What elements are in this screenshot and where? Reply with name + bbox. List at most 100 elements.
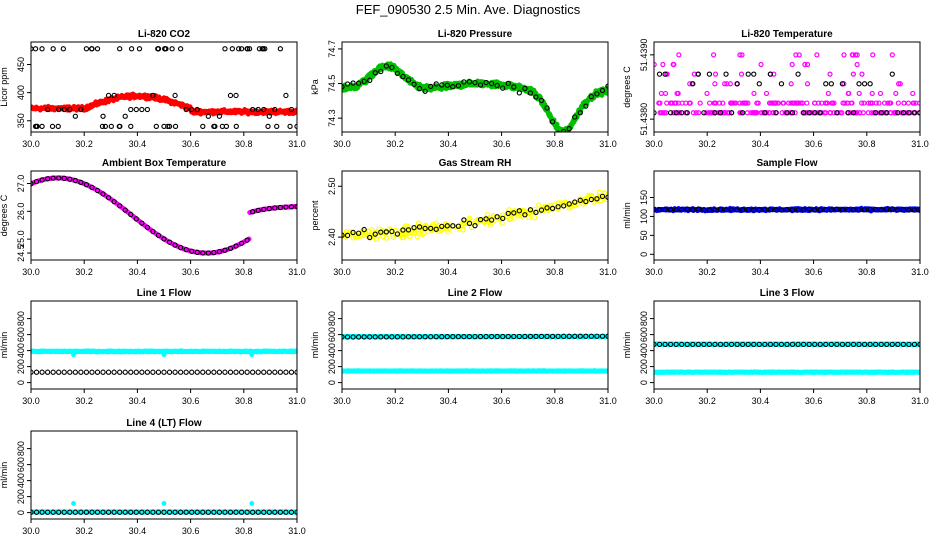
panel-title: Sample Flow [756, 158, 817, 169]
data-point [227, 369, 234, 375]
data-point [804, 100, 810, 106]
panel-title: Li-820 CO2 [138, 29, 191, 40]
data-point [344, 81, 351, 87]
data-point [733, 100, 739, 106]
y-axis-label: degrees C [622, 66, 632, 108]
data-point [684, 110, 690, 116]
y-axis-label: ml/min [310, 332, 320, 359]
data-point [128, 211, 134, 218]
data-point [367, 77, 373, 83]
data-point [150, 228, 156, 235]
data-point [244, 369, 250, 375]
data-point [572, 203, 578, 209]
series-continuous [31, 91, 297, 117]
data-point [723, 71, 729, 77]
x-tick-label: 31.0 [288, 396, 306, 406]
x-tick-label: 30.4 [752, 267, 770, 277]
data-point [94, 369, 101, 375]
data-point [367, 234, 373, 241]
data-point [472, 223, 478, 229]
data-point [100, 369, 106, 375]
data-point [277, 204, 284, 211]
data-point [788, 100, 794, 106]
data-point [94, 46, 101, 52]
data-point [161, 236, 167, 242]
data-point [772, 100, 778, 106]
data-point [796, 52, 802, 58]
data-point [795, 71, 801, 77]
data-point [194, 249, 200, 255]
plot-frame [30, 300, 298, 390]
data-point [906, 207, 912, 213]
data-point [871, 110, 877, 116]
data-point [745, 206, 751, 213]
data-point [283, 369, 289, 375]
y-tick-label: 400 [16, 85, 26, 100]
data-point [523, 209, 529, 215]
data-point [895, 110, 901, 116]
data-point [865, 110, 871, 116]
x-tick-label: 30.2 [386, 139, 404, 149]
data-point [841, 52, 847, 58]
data-point [594, 91, 600, 97]
data-point [656, 71, 663, 77]
x-tick-label: 31.0 [599, 396, 617, 406]
plot-frame [341, 300, 609, 390]
data-point [690, 81, 696, 87]
data-point [806, 206, 812, 212]
y-tick-label: 24.5 [16, 244, 26, 262]
data-point [884, 110, 890, 116]
y-tick-label: 400 [16, 343, 26, 358]
data-point [667, 207, 674, 213]
data-point [657, 100, 663, 106]
data-point [355, 230, 362, 236]
data-point [288, 106, 295, 113]
data-point [901, 100, 907, 106]
data-point [88, 46, 95, 52]
data-point [549, 205, 556, 212]
data-point [422, 225, 428, 232]
data-point [878, 207, 884, 213]
x-tick-label: 30.0 [22, 267, 40, 277]
data-point [657, 110, 663, 116]
data-point [662, 90, 669, 97]
data-point [690, 110, 696, 116]
data-point [782, 110, 788, 116]
panel-title: Gas Stream RH [439, 158, 512, 169]
data-point [422, 88, 428, 94]
data-point [775, 100, 781, 106]
y-tick-label: 800 [16, 311, 26, 326]
data-point [583, 103, 589, 109]
y-tick-label: 74.7 [327, 40, 337, 58]
data-point [538, 97, 545, 104]
data-point [150, 369, 156, 375]
x-tick-label: 30.6 [493, 396, 511, 406]
data-point [105, 369, 112, 375]
data-point [458, 223, 465, 229]
data-point [266, 369, 272, 375]
x-tick-label: 30.0 [22, 139, 40, 149]
data-point [701, 110, 707, 116]
data-point [868, 100, 874, 106]
data-point [194, 106, 200, 113]
data-point [549, 119, 556, 125]
data-point [839, 207, 846, 213]
data-point [873, 207, 879, 213]
data-point [527, 90, 534, 96]
data-point [727, 81, 733, 87]
data-point [789, 61, 795, 68]
data-point [845, 206, 851, 213]
data-point [67, 176, 73, 182]
data-point [405, 77, 412, 83]
data-point [33, 178, 40, 185]
data-point [183, 369, 189, 375]
data-point [183, 106, 189, 113]
data-point [424, 225, 430, 232]
data-point [588, 196, 595, 203]
x-tick-label: 30.2 [386, 396, 404, 406]
data-point [34, 123, 40, 130]
data-point [572, 114, 578, 120]
data-point [78, 369, 84, 375]
data-point [165, 123, 171, 130]
data-point [117, 123, 123, 130]
